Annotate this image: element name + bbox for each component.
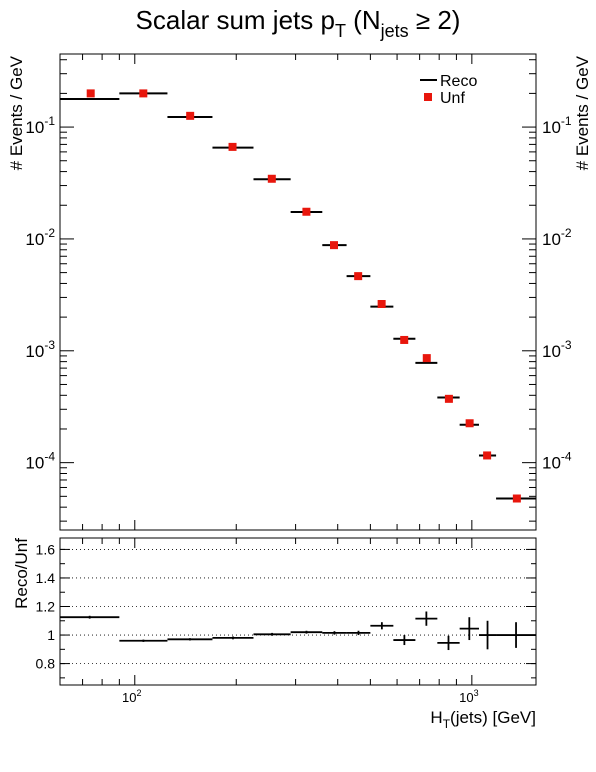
y-tick-label: 10-4 — [542, 450, 572, 473]
unf-point — [354, 272, 363, 281]
unf-point — [228, 142, 237, 151]
ratio-y-tick-label: 1 — [47, 627, 55, 643]
y-tick-label: 10-2 — [542, 226, 572, 249]
unf-point — [422, 354, 431, 363]
unf-point — [377, 299, 386, 308]
unf-point — [330, 241, 339, 250]
reco-series — [60, 92, 536, 500]
ratio-grid — [60, 549, 536, 664]
y-axis-label-top: # Events / GeV — [7, 55, 26, 170]
x-tick-label: 103 — [459, 688, 478, 705]
legend-reco-label: Reco — [440, 73, 477, 90]
x-axis-label: HT(jets) [GeV] — [430, 708, 536, 731]
legend: Reco Unf — [386, 68, 486, 108]
bottom-panel-frame — [59, 537, 537, 686]
unf-point — [86, 89, 95, 98]
chart-title: Scalar sum jets pT (Njets ≥ 2) — [136, 5, 461, 41]
legend-unf-marker — [424, 93, 432, 101]
ratio-y-tick-label: 0.8 — [36, 656, 56, 672]
unf-point — [444, 394, 453, 403]
legend-box — [386, 68, 486, 108]
unf-point — [512, 494, 521, 503]
unf-point — [186, 111, 195, 120]
top-panel-frame — [59, 53, 537, 531]
y-tick-label: 10-4 — [25, 450, 55, 473]
ratio-y-tick-label: 1.2 — [36, 599, 56, 615]
y-tick-label: 10-1 — [25, 114, 55, 137]
x-tick-label: 102 — [122, 688, 141, 705]
y-tick-label: 10-2 — [25, 226, 55, 249]
y-axis-label-ratio: Reco/Unf — [12, 538, 31, 609]
y-tick-label: 10-3 — [25, 338, 55, 361]
top-y-ticks — [60, 59, 536, 522]
ratio-x-tick-labels: 102 103 — [122, 688, 479, 705]
unf-point — [267, 174, 276, 183]
unf-series — [86, 89, 521, 503]
unf-point — [465, 419, 474, 428]
unf-point — [483, 451, 492, 460]
ratio-y-tick-label: 1.6 — [36, 541, 56, 557]
top-y-tick-labels-right: 10-4 10-3 10-2 10-1 — [542, 114, 572, 473]
ratio-points — [60, 611, 536, 651]
y-axis-label-top-right: # Events / GeV — [573, 55, 592, 170]
top-x-ticks — [59, 54, 473, 530]
unf-point — [400, 335, 409, 344]
unf-point — [302, 207, 311, 216]
y-tick-label: 10-3 — [542, 338, 572, 361]
top-y-tick-labels: 10-4 10-3 10-2 10-1 — [25, 114, 55, 473]
unf-point — [139, 89, 148, 98]
legend-unf-label: Unf — [440, 90, 465, 107]
ratio-y-tick-label: 1.4 — [36, 570, 56, 586]
ratio-x-ticks — [59, 538, 473, 685]
ratio-y-ticks: 0.8 1 1.2 1.4 1.6 — [36, 541, 536, 679]
y-tick-label: 10-1 — [542, 114, 572, 137]
